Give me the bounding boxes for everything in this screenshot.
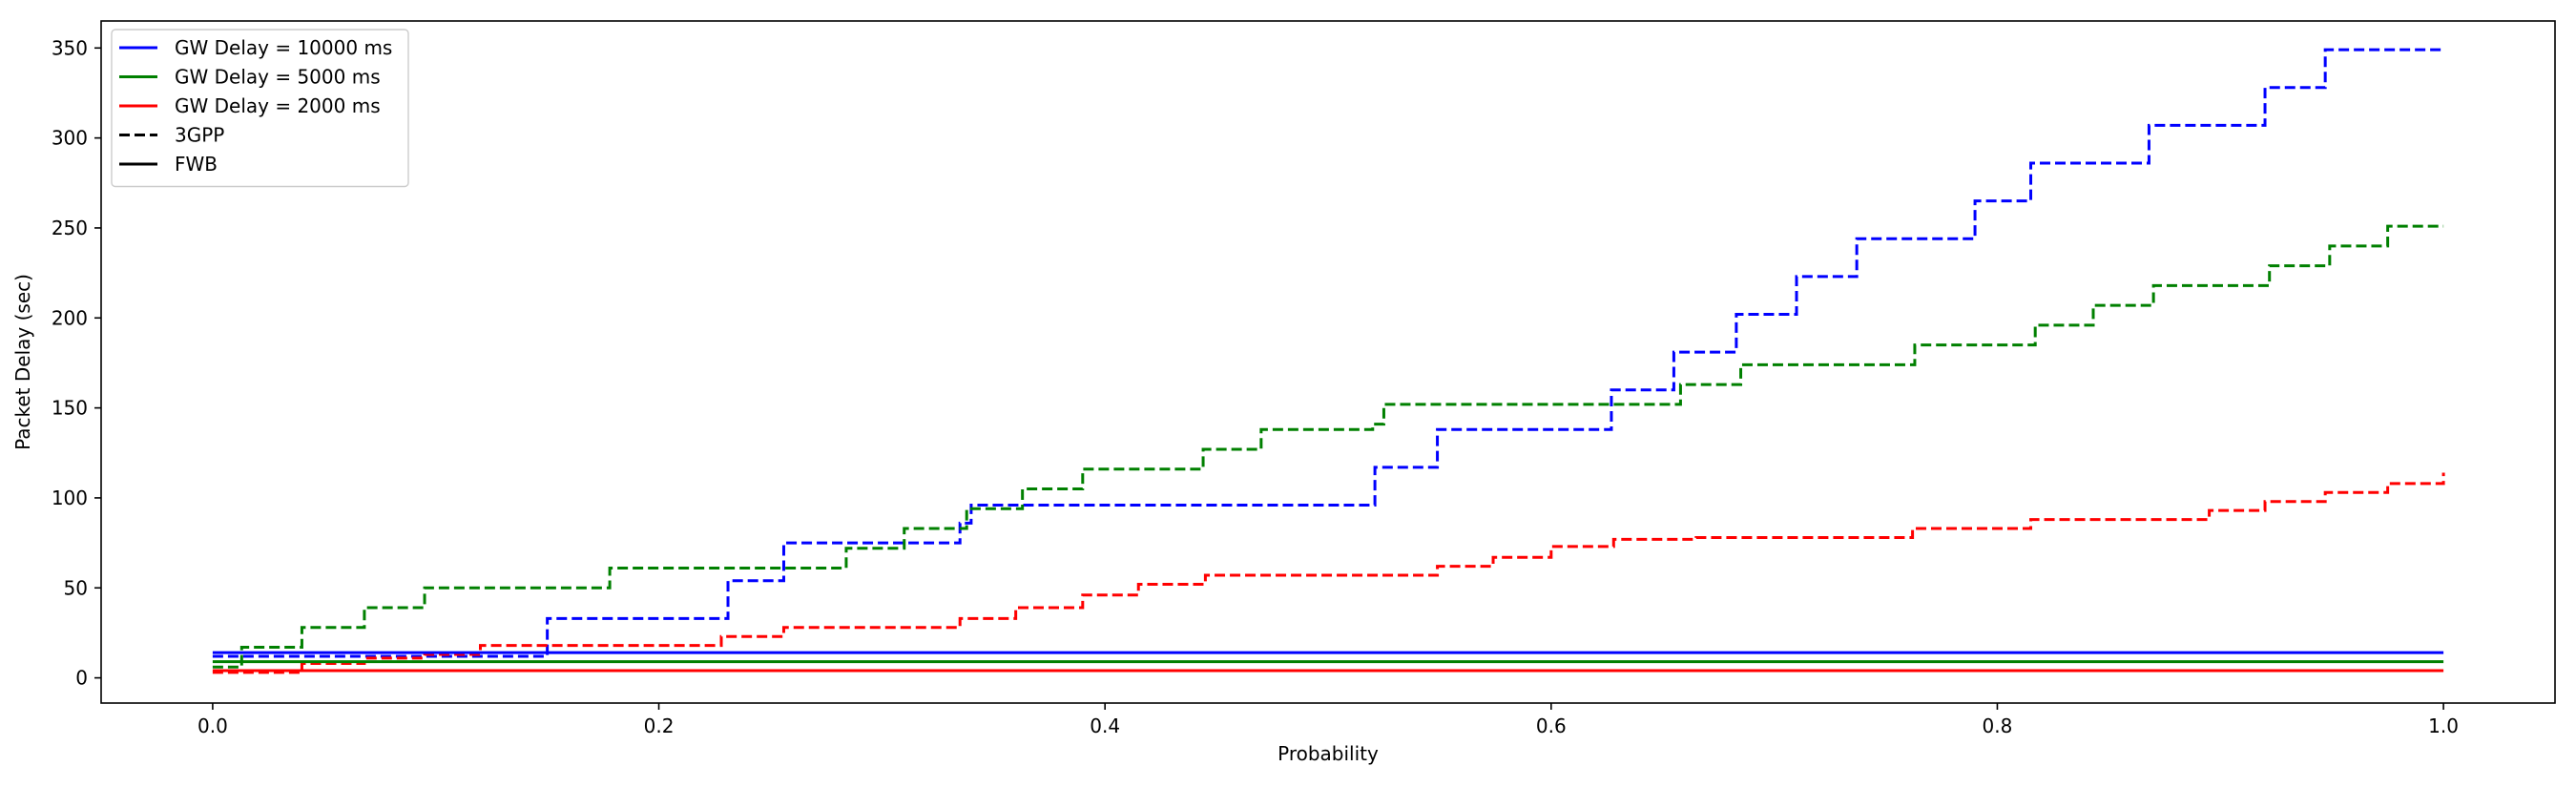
x-tick-label: 0.6 <box>1536 715 1567 737</box>
y-axis: 0 50 100 150 200 250 300 350 <box>52 36 101 690</box>
legend-label: FWB <box>175 153 218 176</box>
x-tick-label: 0.8 <box>1983 715 2013 737</box>
legend-box <box>111 29 409 188</box>
y-tick-label: 50 <box>64 576 88 599</box>
legend: GW Delay = 10000 ms GW Delay = 5000 ms GW … <box>111 29 409 188</box>
y-tick-label: 350 <box>52 36 88 59</box>
y-tick-label: 300 <box>52 127 88 150</box>
x-tick-label: 0.4 <box>1090 715 1120 737</box>
y-tick-label: 250 <box>52 217 88 239</box>
x-tick-label: 0.2 <box>644 715 675 737</box>
y-tick-label: 150 <box>52 397 88 420</box>
x-axis-title: Probability <box>1278 742 1379 765</box>
x-axis: 0.0 0.2 0.4 0.6 0.8 1.0 <box>197 703 2459 737</box>
legend-label: 3GPP <box>175 124 224 147</box>
series-line-3gpp-2000ms <box>212 472 2445 674</box>
x-tick-label: 1.0 <box>2428 715 2459 737</box>
y-axis-title: Packet Delay (sec) <box>11 274 34 450</box>
x-tick-label: 0.0 <box>197 715 228 737</box>
legend-label: GW Delay = 5000 ms <box>175 66 381 89</box>
plot-frame <box>100 20 2556 704</box>
series-line-3gpp-5000ms <box>212 224 2444 669</box>
plot-series <box>212 48 2445 674</box>
series-line-3gpp-10000ms <box>212 48 2444 658</box>
y-tick-label: 100 <box>52 487 88 509</box>
y-tick-label: 0 <box>75 667 88 690</box>
legend-label: GW Delay = 2000 ms <box>175 94 381 117</box>
legend-label: GW Delay = 10000 ms <box>175 36 392 59</box>
y-tick-label: 200 <box>52 306 88 329</box>
